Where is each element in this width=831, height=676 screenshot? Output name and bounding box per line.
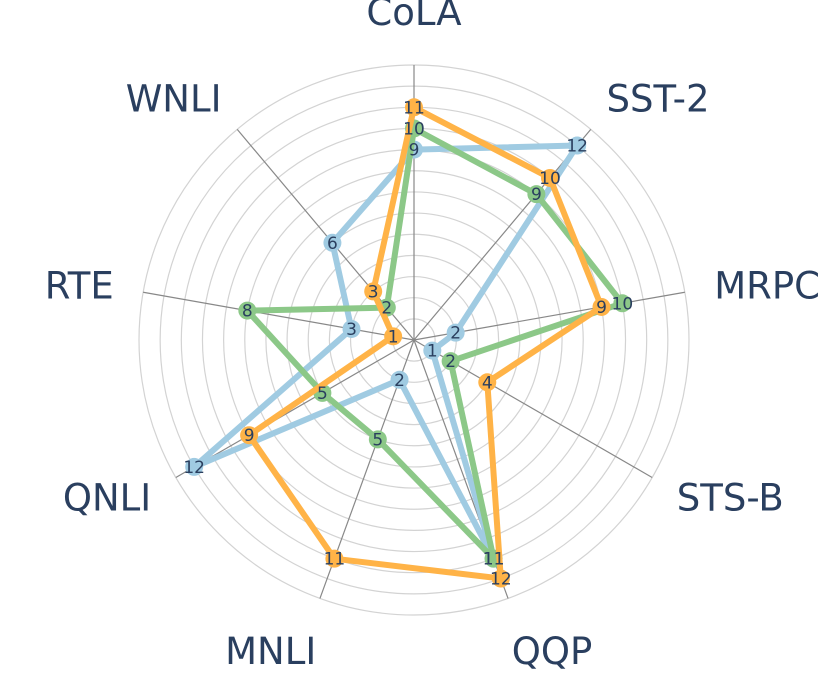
data-point [478,373,497,392]
data-label: 1 [427,342,438,362]
axis-label: WNLI [126,78,222,121]
data-label: 11 [483,550,505,570]
axis-label: SST-2 [606,78,709,121]
data-label: 9 [409,141,420,161]
data-label: 5 [317,384,328,404]
axis-label: QNLI [63,477,151,520]
data-point [364,282,383,301]
data-point [185,457,204,476]
data-point [368,430,387,449]
data-label: 8 [242,302,253,322]
data-label: 12 [490,570,512,590]
data-label: 6 [327,234,338,254]
data-point [405,98,423,117]
data-point [238,301,257,320]
data-label: 10 [403,119,425,139]
axis-label: QQP [512,630,593,673]
data-point [384,327,403,346]
axis-spoke [413,128,592,341]
data-label: 2 [394,371,405,391]
data-label: 9 [244,426,255,446]
data-label: 11 [403,98,425,118]
data-label: 1 [388,327,399,347]
data-label: 2 [445,352,456,372]
data-point [527,185,546,204]
data-label: 9 [531,185,542,205]
data-point [240,426,259,445]
data-point [491,569,510,588]
data-label: 5 [372,430,383,450]
data-label: 2 [450,324,461,344]
axis-spoke [175,339,415,479]
data-label: 11 [483,550,505,570]
data-label: 10 [612,294,634,314]
axis-label: MNLI [225,630,316,673]
data-label: 3 [346,320,357,340]
data-point [540,168,559,187]
data-label: 11 [324,550,346,570]
axis-labels: CoLA SST-2 MRPC STS-B QQP MNLI QNLI RTE WNLI [45,0,820,673]
series-lines [185,98,632,588]
data-point [446,323,465,342]
data-label: 10 [539,169,561,189]
data-label: 2 [381,299,392,319]
data-label: 12 [183,458,205,478]
axis-spoke [143,291,415,341]
data-label: 3 [368,282,379,302]
data-point [613,294,632,313]
data-point [342,319,361,338]
data-point [423,341,442,360]
data-label: 4 [482,373,493,393]
data-label: 12 [566,137,588,157]
data-point [390,370,409,389]
series-line [191,142,581,562]
axis-label: STS-B [677,477,784,520]
axis-label: CoLA [366,0,461,34]
axis-label: RTE [45,264,114,307]
data-point [323,233,342,252]
data-point [592,297,611,316]
axis-label: MRPC [714,264,820,307]
series-line [246,104,605,582]
data-label: 9 [596,298,607,318]
data-point [325,549,344,568]
data-point [441,352,460,371]
data-point [568,136,587,155]
